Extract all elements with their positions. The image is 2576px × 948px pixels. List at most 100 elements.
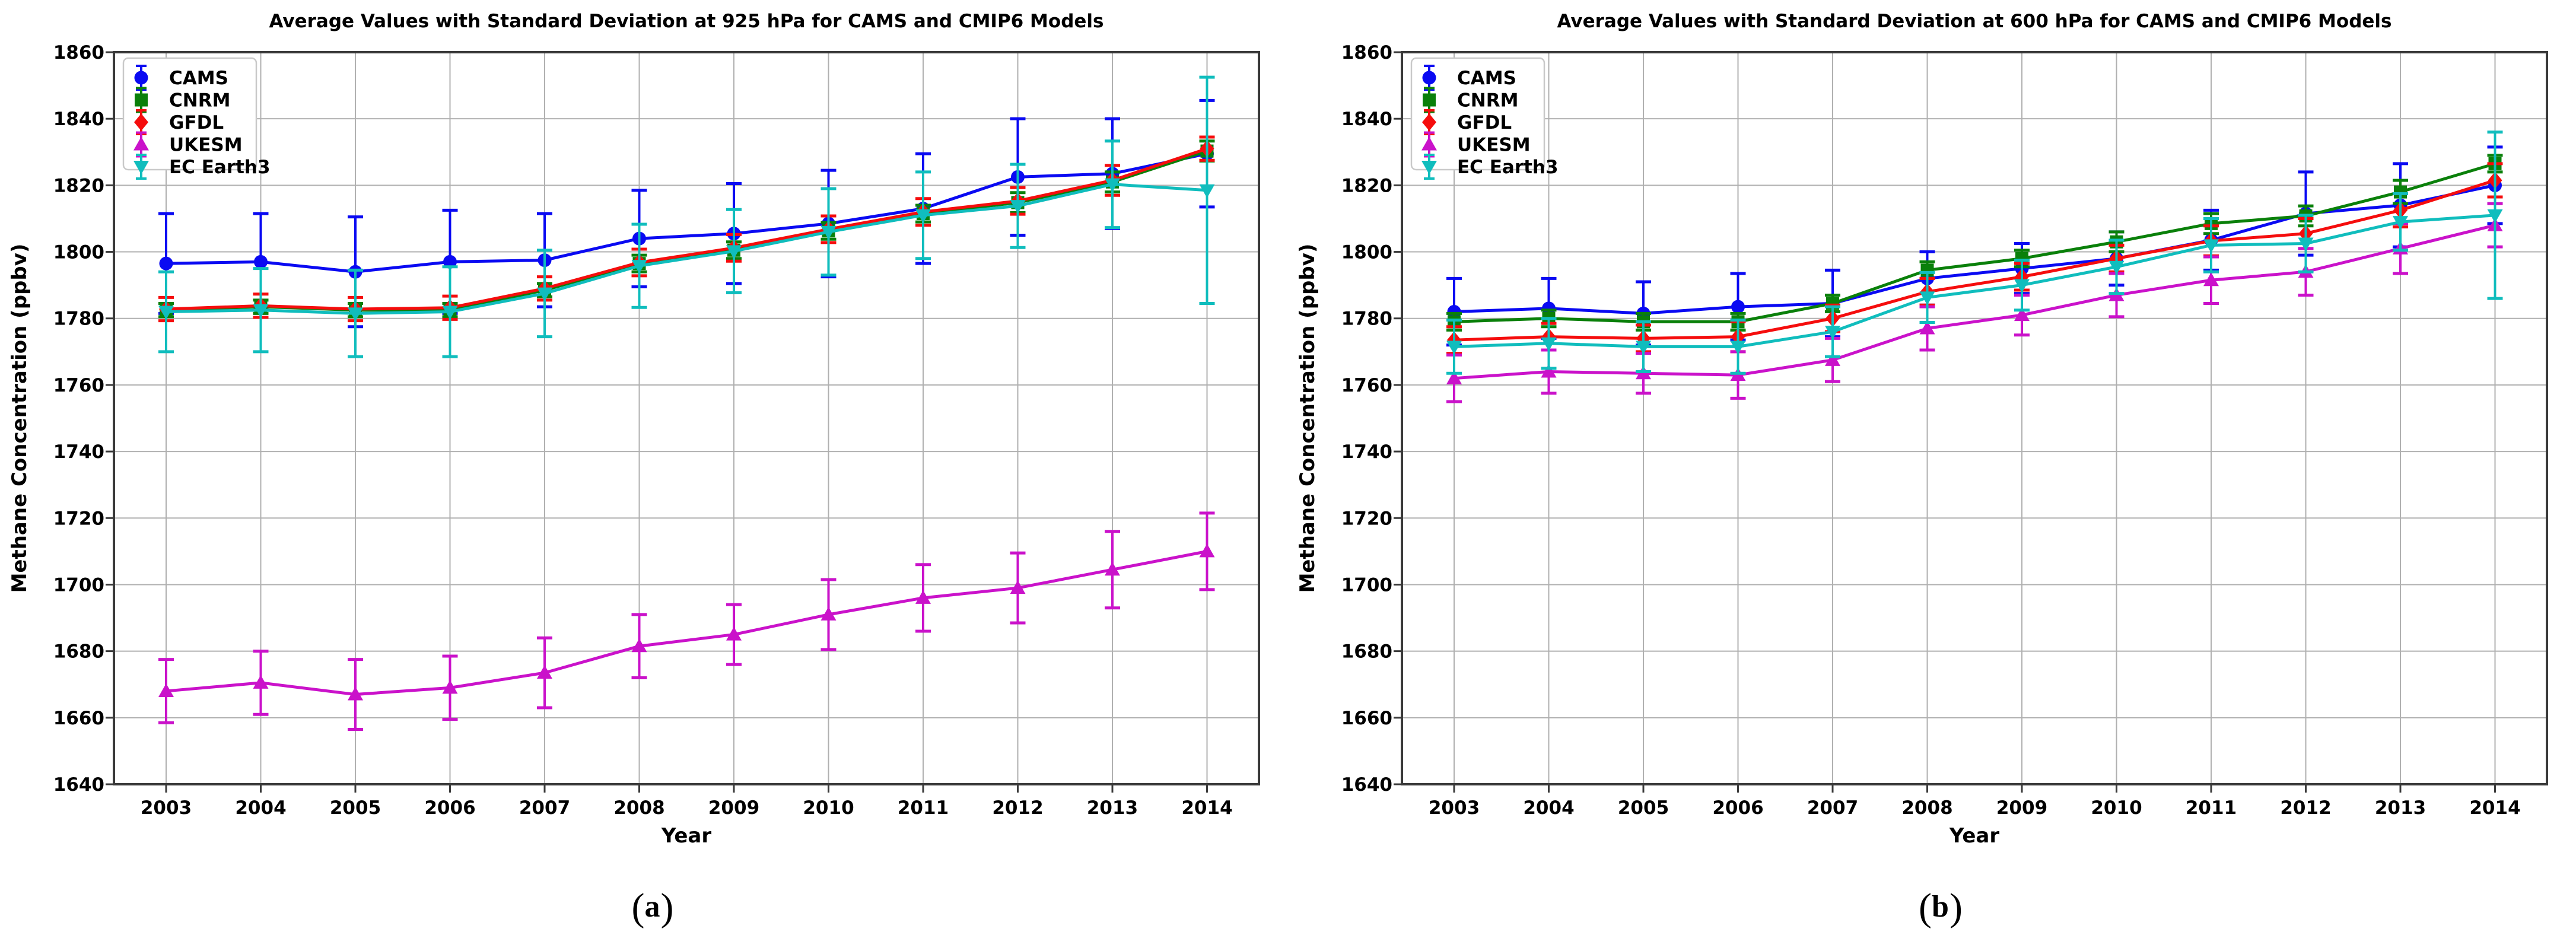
- y-tick-label: 1800: [1341, 242, 1392, 263]
- data-point-marker: [1541, 337, 1557, 351]
- x-axis-ticks: 2003 2004 2005 2006 2007 2008 2009 2010 2011 2012…: [1429, 784, 2521, 819]
- y-tick-label: 1840: [53, 109, 104, 130]
- x-tick-label: 2011: [898, 797, 949, 819]
- y-tick-label: 1700: [1341, 574, 1392, 596]
- caption-a: (a): [632, 885, 674, 930]
- series-ec-earth3: [1446, 131, 2503, 375]
- data-point-marker: [2108, 260, 2125, 275]
- legend-item-ec-earth3: EC Earth3: [133, 154, 271, 180]
- data-point-marker: [158, 683, 174, 697]
- legend-marker-circle: [1422, 71, 1436, 85]
- legend-item-cams: CAMS: [1422, 65, 1516, 91]
- data-point-marker: [1010, 580, 1026, 594]
- y-tick-label: 1780: [1341, 308, 1392, 330]
- y-tick-label: 1760: [1341, 375, 1392, 396]
- legend-marker-square: [135, 93, 148, 107]
- x-tick-label: 2005: [330, 797, 381, 819]
- chart-b: 2003 2004 2005 2006 2007 2008 2009 2010 2011 2012…: [1288, 0, 2576, 948]
- legend-label: CAMS: [169, 68, 228, 89]
- legend-marker-square: [1423, 93, 1436, 107]
- legend-label: CNRM: [169, 90, 230, 112]
- legend-item-cnrm: CNRM: [135, 87, 230, 113]
- y-tick-label: 1640: [53, 774, 104, 796]
- legend-label: EC Earth3: [169, 157, 271, 178]
- data-point-marker: [1919, 291, 1935, 306]
- data-point-marker: [443, 255, 457, 269]
- y-tick-label: 1720: [53, 508, 104, 529]
- legend-item-ukesm: UKESM: [133, 131, 243, 158]
- data-point-marker: [1825, 352, 1840, 366]
- chart-panel-a: 2003 2004 2005 2006 2007 2008 2009 2010 2011 2012…: [8, 11, 1260, 930]
- legend-item-cnrm: CNRM: [1423, 87, 1518, 113]
- data-point-marker: [537, 287, 552, 301]
- series-line: [1454, 162, 2496, 323]
- legend-marker-triangle-up: [1421, 136, 1437, 151]
- legend-marker-diamond: [1422, 113, 1436, 131]
- series-line: [166, 183, 1207, 315]
- legend-label: EC Earth3: [1457, 157, 1559, 178]
- data-point-marker: [1199, 184, 1215, 198]
- data-point-marker: [2203, 239, 2219, 253]
- data-point-marker: [1731, 300, 1745, 314]
- caption-b: (b): [1919, 885, 1963, 930]
- series-line: [166, 549, 1207, 696]
- y-tick-label: 1800: [53, 242, 104, 263]
- legend-label: GFDL: [1457, 112, 1512, 133]
- x-tick-label: 2003: [1429, 797, 1480, 819]
- data-point-marker: [2014, 279, 2030, 293]
- x-tick-label: 2009: [708, 797, 759, 819]
- data-point-marker: [915, 209, 931, 223]
- data-point-marker: [2015, 252, 2028, 265]
- series-line: [1454, 179, 2496, 342]
- y-tick-label: 1860: [1341, 42, 1392, 63]
- x-tick-label: 2010: [803, 797, 854, 819]
- legend-item-gfdl: GFDL: [1422, 109, 1512, 135]
- y-axis-label: Methane Concentration (ppbv): [1296, 244, 1319, 593]
- series-ukesm: [158, 511, 1215, 731]
- x-tick-label: 2004: [1523, 797, 1574, 819]
- legend-label: UKESM: [169, 135, 243, 156]
- caption-a-close-paren: ): [660, 886, 674, 929]
- legend-marker-triangle-up: [133, 136, 149, 151]
- x-tick-label: 2009: [1996, 797, 2047, 819]
- legend-marker-circle: [134, 71, 148, 85]
- series-line: [1454, 214, 2495, 348]
- x-tick-label: 2011: [2186, 797, 2237, 819]
- data-point-marker: [253, 675, 269, 689]
- data-point-marker: [348, 307, 363, 322]
- x-tick-label: 2013: [1087, 797, 1138, 819]
- x-tick-label: 2007: [519, 797, 570, 819]
- chart-a: 2003 2004 2005 2006 2007 2008 2009 2010 2011 2012…: [8, 11, 1260, 848]
- data-point-marker: [820, 606, 837, 621]
- y-tick-label: 1780: [53, 308, 104, 330]
- x-tick-label: 2008: [1901, 797, 1952, 819]
- data-point-marker: [2014, 307, 2030, 322]
- axes-spines: [113, 51, 1260, 785]
- data-point-marker: [1105, 562, 1120, 576]
- y-axis-label: Methane Concentration (ppbv): [8, 244, 31, 593]
- series-line: [166, 147, 1208, 311]
- y-axis-ticks: 1640 1660 1680 1700 1720 1740 1760 1780 1800 1820…: [53, 42, 114, 796]
- legend-label: CAMS: [1457, 68, 1516, 89]
- legend-label: UKESM: [1457, 135, 1531, 156]
- y-tick-label: 1820: [1341, 175, 1392, 196]
- data-point-marker: [1636, 341, 1651, 355]
- data-point-marker: [820, 225, 837, 240]
- data-point-marker: [2394, 185, 2407, 199]
- series-ec-earth3: [158, 75, 1215, 358]
- y-tick-label: 1640: [1341, 774, 1392, 796]
- grid-lines: [1402, 52, 2547, 785]
- caption-b-letter: b: [1932, 890, 1950, 924]
- data-point-marker: [1541, 364, 1557, 378]
- data-point-marker: [915, 590, 931, 604]
- x-tick-label: 2012: [2280, 797, 2331, 819]
- data-point-marker: [1447, 305, 1461, 319]
- y-tick-label: 1740: [53, 441, 104, 463]
- data-point-marker: [2487, 209, 2503, 223]
- legend-marker-triangle-down: [133, 161, 149, 174]
- legend-marker-diamond: [134, 113, 148, 131]
- data-point-marker: [1825, 326, 1840, 340]
- x-tick-label: 2007: [1807, 797, 1858, 819]
